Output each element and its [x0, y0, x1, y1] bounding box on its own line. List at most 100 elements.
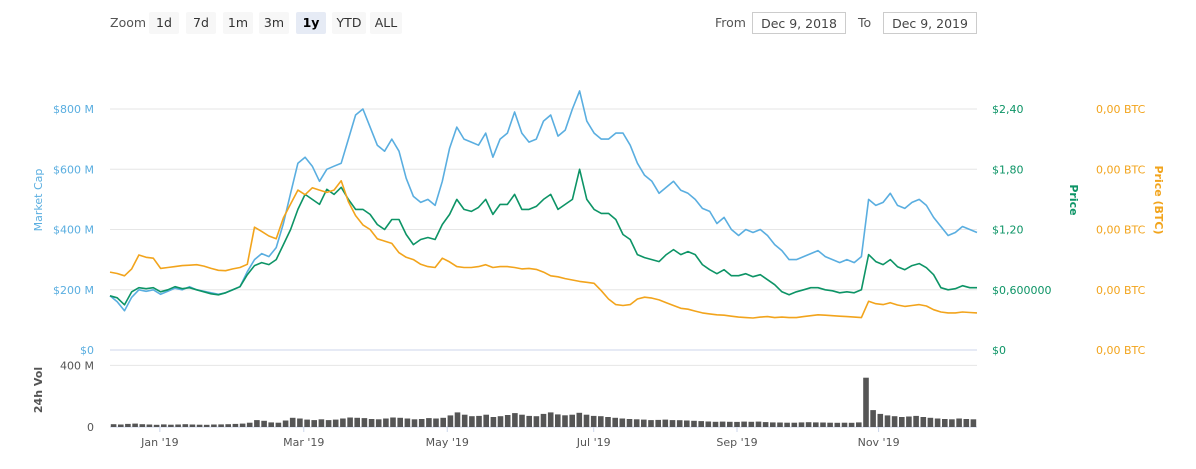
volume-bar	[805, 422, 812, 427]
zoom-1y-button[interactable]: 1y	[296, 12, 326, 34]
volume-bar	[669, 420, 676, 427]
volume-bar	[877, 413, 884, 427]
volume-bar	[633, 419, 640, 427]
price-btc-line	[109, 180, 978, 319]
volume-bar	[211, 424, 217, 427]
volume-bar	[719, 421, 726, 427]
volume-bar	[798, 422, 805, 427]
volume-axis: 0 400 M 24h Vol	[32, 349, 977, 434]
volume-bar	[906, 416, 912, 427]
volume-bar	[784, 422, 790, 427]
volume-axis-title: 24h Vol	[32, 367, 45, 413]
market-cap-tick-label: $200 M	[53, 284, 94, 297]
volume-bar	[970, 419, 977, 427]
volume-bar	[125, 423, 131, 427]
market-cap-axis: $0 $200 M $400 M $600 M $800 M Market Cap	[32, 103, 94, 357]
volume-bar	[411, 419, 418, 427]
volume-bar	[504, 415, 511, 427]
price-btc-tick-label: 0,00 BTC	[1096, 163, 1146, 176]
volume-bar	[512, 413, 518, 427]
volume-bar	[691, 420, 697, 427]
zoom-1d-button[interactable]: 1d	[149, 12, 179, 34]
volume-bar	[698, 421, 704, 427]
volume-bar	[848, 422, 855, 427]
volume-bar	[426, 418, 432, 427]
volume-bar	[598, 416, 604, 427]
volume-bar	[827, 422, 833, 427]
zoom-ytd-button[interactable]: YTD	[332, 12, 366, 34]
zoom-3m-button[interactable]: 3m	[259, 12, 289, 34]
zoom-7d-button[interactable]: 7d	[186, 12, 216, 34]
zoom-1m-button[interactable]: 1m	[223, 12, 253, 34]
volume-bar	[418, 419, 425, 427]
volume-bar	[282, 420, 289, 427]
volume-bar	[863, 377, 869, 427]
volume-bar	[963, 419, 970, 427]
volume-bar	[791, 422, 798, 427]
volume-bar	[741, 421, 747, 427]
volume-tick-label: 400 M	[60, 359, 94, 372]
volume-bar	[139, 424, 146, 427]
volume-bar	[469, 416, 475, 427]
volume-bar	[375, 419, 382, 427]
volume-bar	[153, 424, 160, 427]
volume-bar	[347, 417, 353, 427]
price-btc-axis: 0,00 BTC 0,00 BTC 0,00 BTC 0,00 BTC 0,00 BTC…	[1096, 103, 1165, 357]
volume-bar	[354, 417, 360, 427]
volume-bar	[440, 417, 446, 427]
volume-bar	[203, 424, 210, 427]
price-btc-tick-label: 0,00 BTC	[1096, 103, 1146, 116]
volume-bar	[476, 415, 482, 427]
volume-bar	[490, 417, 497, 427]
volume-bar	[182, 424, 189, 427]
volume-bar	[519, 414, 525, 427]
price-tick-label: $1,20	[992, 224, 1024, 237]
volume-bar	[533, 416, 540, 427]
volume-bar	[383, 418, 389, 427]
volume-bar	[899, 417, 905, 427]
volume-bar	[232, 423, 239, 427]
volume-bar	[239, 423, 246, 427]
volume-bar	[110, 424, 117, 427]
price-tick-label: $2,40	[992, 103, 1024, 116]
volume-bar	[934, 418, 941, 427]
x-tick-label: Sep '19	[716, 436, 757, 449]
market-cap-line	[109, 90, 978, 312]
volume-bar	[526, 415, 532, 427]
volume-bar	[304, 419, 310, 427]
volume-bar	[655, 419, 661, 427]
x-axis: Jan '19 Mar '19 May '19 Jul '19 Sep '19 Nov '…	[140, 427, 900, 449]
volume-bar	[340, 418, 346, 427]
price-tick-label: $0,600000	[992, 284, 1052, 297]
market-cap-tick-label: $800 M	[53, 103, 94, 116]
to-date-input[interactable]: Dec 9, 2019	[883, 12, 977, 34]
volume-bar	[662, 419, 669, 427]
volume-bar	[762, 422, 769, 427]
volume-bar	[447, 415, 454, 427]
price-line	[109, 168, 977, 306]
from-date-input[interactable]: Dec 9, 2018	[752, 12, 846, 34]
volume-bar	[562, 415, 568, 427]
volume-bar	[648, 420, 654, 427]
volume-bar	[196, 424, 203, 427]
volume-bar	[770, 422, 776, 427]
volume-bar	[254, 420, 260, 427]
volume-bar	[712, 421, 719, 427]
volume-bar	[404, 418, 411, 427]
x-tick-label: Nov '19	[858, 436, 900, 449]
market-cap-axis-title: Market Cap	[32, 169, 45, 232]
volume-bar	[390, 417, 396, 427]
volume-bar	[727, 421, 733, 427]
volume-bars	[110, 377, 977, 427]
market-cap-tick-label: $600 M	[53, 163, 94, 176]
price-tick-label: $1,80	[992, 163, 1024, 176]
volume-bar	[569, 414, 575, 427]
x-tick-label: May '19	[426, 436, 469, 449]
price-btc-tick-label: 0,00 BTC	[1096, 284, 1146, 297]
zoom-all-button[interactable]: ALL	[370, 12, 402, 34]
volume-bar	[777, 422, 783, 427]
volume-bar	[146, 424, 153, 427]
volume-bar	[225, 424, 231, 427]
volume-bar	[834, 422, 841, 427]
volume-bar	[813, 422, 819, 427]
